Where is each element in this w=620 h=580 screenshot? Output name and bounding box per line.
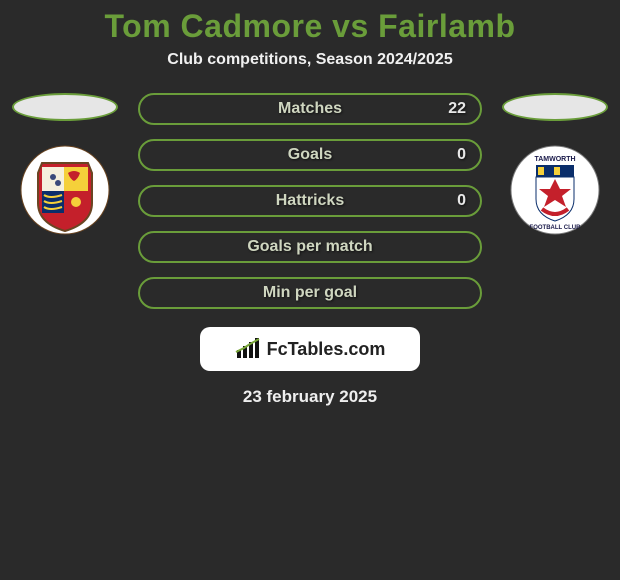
shield-icon: TAMWORTH FOOTBALL CLUB bbox=[510, 145, 600, 235]
stat-right-value: 0 bbox=[457, 192, 466, 210]
subtitle: Club competitions, Season 2024/2025 bbox=[167, 51, 452, 69]
stat-row-goals-per-match: Goals per match bbox=[138, 231, 482, 263]
shield-icon bbox=[20, 145, 110, 235]
stat-row-hattricks: Hattricks 0 bbox=[138, 185, 482, 217]
stat-label: Goals per match bbox=[247, 238, 372, 256]
stat-label: Goals bbox=[288, 146, 332, 164]
svg-text:FOOTBALL CLUB: FOOTBALL CLUB bbox=[530, 225, 582, 231]
page-title: Tom Cadmore vs Fairlamb bbox=[104, 8, 515, 45]
brand-name: FcTables.com bbox=[267, 339, 386, 360]
comparison-card: Tom Cadmore vs Fairlamb Club competition… bbox=[0, 0, 620, 407]
player-photo-placeholder-right bbox=[502, 93, 608, 121]
stat-label: Min per goal bbox=[263, 284, 357, 302]
stats-list: Matches 22 Goals 0 Hattricks 0 Goals per… bbox=[138, 93, 482, 309]
stat-row-matches: Matches 22 bbox=[138, 93, 482, 125]
stat-row-goals: Goals 0 bbox=[138, 139, 482, 171]
right-club-crest: TAMWORTH FOOTBALL CLUB bbox=[510, 145, 600, 235]
bar-chart-icon bbox=[235, 338, 261, 360]
stat-right-value: 0 bbox=[457, 146, 466, 164]
main-row: Matches 22 Goals 0 Hattricks 0 Goals per… bbox=[0, 93, 620, 309]
left-club-crest bbox=[20, 145, 110, 235]
svg-text:TAMWORTH: TAMWORTH bbox=[534, 156, 575, 163]
date-label: 23 february 2025 bbox=[243, 387, 377, 407]
stat-label: Matches bbox=[278, 100, 342, 118]
stat-right-value: 22 bbox=[448, 100, 466, 118]
stat-row-min-per-goal: Min per goal bbox=[138, 277, 482, 309]
player-photo-placeholder-left bbox=[12, 93, 118, 121]
left-player-col bbox=[10, 93, 120, 235]
stat-label: Hattricks bbox=[276, 192, 344, 210]
brand-badge[interactable]: FcTables.com bbox=[200, 327, 420, 371]
right-player-col: TAMWORTH FOOTBALL CLUB bbox=[500, 93, 610, 235]
